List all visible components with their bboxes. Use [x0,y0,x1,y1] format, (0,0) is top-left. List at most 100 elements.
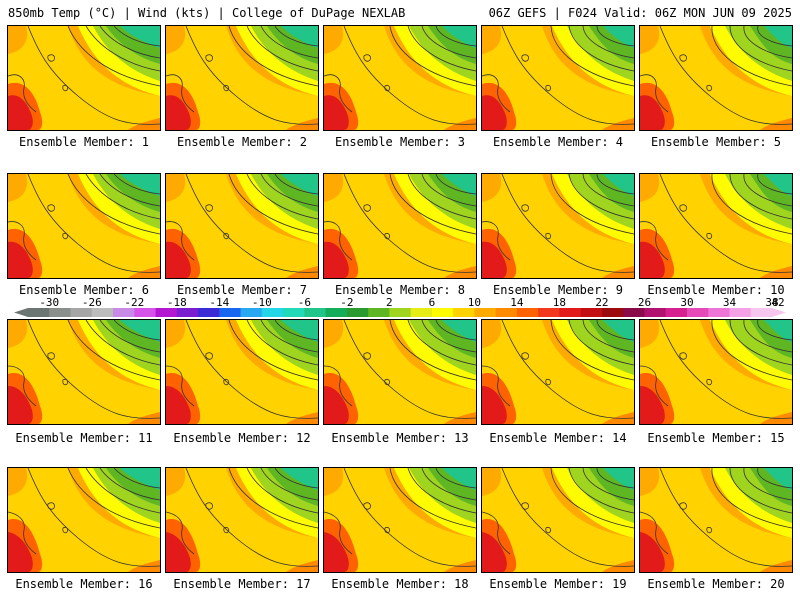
colorbar-tick-label: 18 [552,296,567,309]
ensemble-member-label: Ensemble Member: 7 [176,283,308,297]
colorbar-bin [240,308,263,317]
ensemble-map-panel[interactable] [7,319,161,425]
ensemble-map-panel[interactable] [7,173,161,279]
colorbar-left-arrow [14,308,28,317]
ensemble-map-panel[interactable] [165,467,319,573]
colorbar-tick-label: -2 [340,296,354,309]
ensemble-map-panel[interactable] [7,25,161,131]
ensemble-member-label: Ensemble Member: 2 [176,135,308,149]
ensemble-map-panel[interactable] [481,319,635,425]
colorbar-bin [601,308,624,317]
ensemble-map-panel[interactable] [323,467,477,573]
ensemble-member-label: Ensemble Member: 13 [331,431,469,445]
temperature-map [482,174,634,278]
colorbar-bin [91,308,114,317]
colorbar-tick-label: -30 [39,296,60,309]
colorbar-tick-label: 38 [765,296,779,309]
colorbar-bin [431,308,454,317]
ensemble-member-label: Ensemble Member: 12 [173,431,311,445]
colorbar-bin [516,308,539,317]
colorbar-bin [49,308,71,317]
colorbar-bin [113,308,135,317]
colorbar-bin [198,308,220,317]
colorbar-bin [368,308,390,317]
temperature-map [166,26,318,130]
colorbar-bin [325,308,348,317]
ensemble-map-panel[interactable] [639,319,793,425]
ensemble-member-label: Ensemble Member: 4 [492,135,624,149]
ensemble-map-panel[interactable] [165,25,319,131]
ensemble-member-label: Ensemble Member: 14 [489,431,627,445]
colorbar-bin [644,308,667,317]
colorbar-tick-label: -6 [297,296,311,309]
colorbar-bin [70,308,93,317]
colorbar-tick-label: 22 [595,296,609,309]
colorbar-bin [410,308,433,317]
colorbar-tick-label: 2 [386,296,393,309]
colorbar-bin [389,308,412,317]
colorbar-bin [665,308,688,317]
colorbar-bin [559,308,582,317]
ensemble-member-label: Ensemble Member: 1 [18,135,150,149]
colorbar-bin [134,308,156,317]
ensemble-map-panel[interactable] [481,25,635,131]
ensemble-member-label: Ensemble Member: 5 [650,135,782,149]
colorbar-tick-label: 6 [428,296,436,309]
ensemble-member-label: Ensemble Member: 9 [492,283,624,297]
temperature-map [482,320,634,424]
ensemble-member-label: Ensemble Member: 17 [173,577,311,591]
product-title: 850mb Temp (°C) | Wind (kts) | College o… [8,6,406,20]
ensemble-map-panel[interactable] [481,173,635,279]
ensemble-member-label: Ensemble Member: 15 [647,431,785,445]
ensemble-member-label: Ensemble Member: 19 [489,577,627,591]
temperature-colorbar [14,308,786,317]
temperature-map [8,468,160,572]
ensemble-member-label: Ensemble Member: 10 [647,283,785,297]
ensemble-map-panel[interactable] [165,173,319,279]
colorbar-tick-label: -14 [209,296,230,309]
ensemble-map-panel[interactable] [323,319,477,425]
colorbar-tick-label: 42 [771,296,785,309]
colorbar-bin [580,308,603,317]
colorbar-bin [346,308,369,317]
colorbar-tick-label: -26 [81,296,102,309]
temperature-map [482,468,634,572]
ensemble-map-panel[interactable] [165,319,319,425]
ensemble-member-label: Ensemble Member: 18 [331,577,469,591]
colorbar-bin [474,308,497,317]
colorbar-bin [155,308,178,317]
colorbar-tick-label: -18 [166,296,187,309]
colorbar-bin [304,308,326,317]
colorbar-bin [453,308,475,317]
ensemble-map-panel[interactable] [481,467,635,573]
colorbar-bin [686,308,709,317]
temperature-map [482,26,634,130]
ensemble-map-panel[interactable] [639,467,793,573]
ensemble-map-panel[interactable] [639,173,793,279]
colorbar-bin [750,308,773,317]
colorbar-bin [261,308,284,317]
temperature-map [8,174,160,278]
colorbar-bin [219,308,241,317]
ensemble-member-label: Ensemble Member: 20 [647,577,785,591]
temperature-map [166,320,318,424]
temperature-map [640,468,792,572]
temperature-map [8,320,160,424]
colorbar-tick-label: 10 [467,296,482,309]
temperature-map [166,468,318,572]
temperature-map [640,320,792,424]
ensemble-member-label: Ensemble Member: 3 [334,135,466,149]
colorbar-tick-label: -10 [251,296,272,309]
colorbar-tick-label: 26 [637,296,652,309]
temperature-map [324,320,476,424]
ensemble-map-panel[interactable] [323,173,477,279]
ensemble-member-label: Ensemble Member: 11 [15,431,153,445]
temperature-map [324,468,476,572]
colorbar-tick-label: 30 [680,296,694,309]
ensemble-map-panel[interactable] [639,25,793,131]
temperature-map [8,26,160,130]
ensemble-member-label: Ensemble Member: 8 [334,283,466,297]
ensemble-map-panel[interactable] [7,467,161,573]
ensemble-map-panel[interactable] [323,25,477,131]
colorbar-tick-label: 34 [722,296,737,309]
